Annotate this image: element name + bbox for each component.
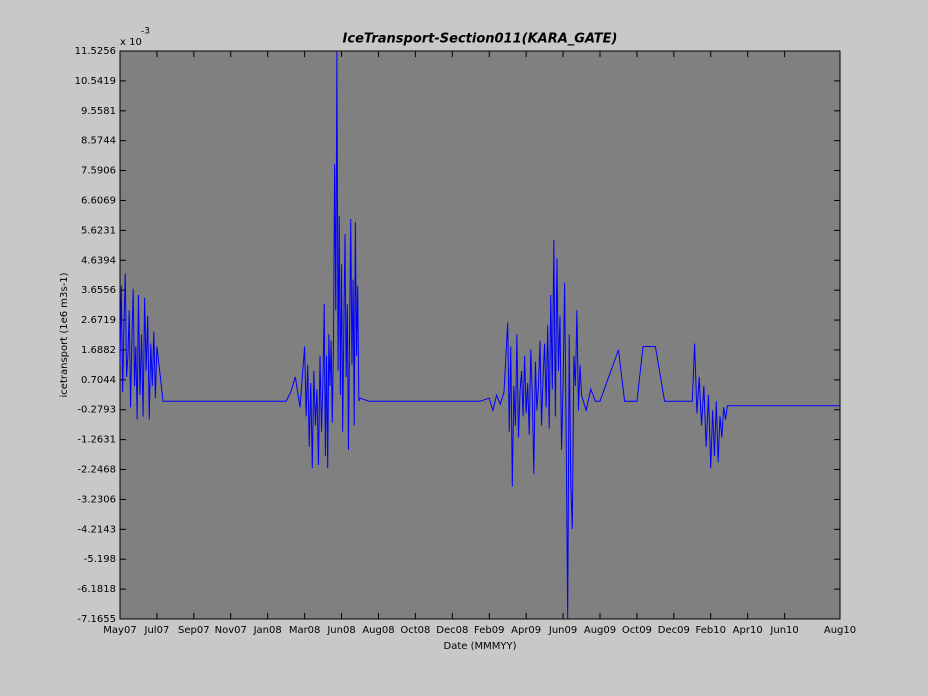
y-tick-label: 0.7044	[81, 375, 116, 386]
chart-title: IceTransport-Section011(KARA_GATE)	[343, 32, 618, 47]
y-tick-label: -7.1655	[77, 614, 116, 625]
x-tick-label: Nov07	[215, 625, 247, 636]
y-tick-label: 5.6231	[81, 225, 116, 236]
plot-area	[119, 50, 841, 620]
x-tick-label: Jun09	[548, 625, 577, 636]
data-line	[120, 51, 840, 619]
x-tick-label: Apr10	[733, 625, 763, 636]
x-tick-label: Aug10	[824, 625, 856, 636]
x-tick-label: Apr09	[511, 625, 541, 636]
x-tick-label: Feb10	[696, 625, 726, 636]
x-tick-label: Jun10	[769, 625, 798, 636]
x-tick-label: Feb09	[474, 625, 504, 636]
x-tick-label: Mar08	[289, 625, 321, 636]
x-tick-label: Jul07	[144, 625, 170, 636]
y-tick-label: -5.198	[84, 554, 116, 565]
x-tick-label: Dec08	[436, 625, 468, 636]
y-exponent: -3	[141, 27, 150, 37]
y-tick-label: 1.6882	[81, 345, 116, 356]
x-tick-label: Jan08	[253, 625, 282, 636]
y-tick-label: 4.6394	[81, 255, 116, 266]
y-tick-label: 7.5906	[81, 166, 116, 177]
y-tick-label: 3.6556	[81, 285, 116, 296]
x-tick-label: May07	[103, 625, 136, 636]
y-tick-label: -3.2306	[77, 494, 116, 505]
x-tick-label: Sep07	[178, 625, 210, 636]
y-tick-label: 6.6069	[81, 195, 116, 206]
y-multiplier: x 10	[120, 37, 142, 48]
y-axis-label: icetransport (1e6 m3s-1)	[59, 272, 70, 397]
y-tick-label: 8.5744	[81, 136, 116, 147]
y-tick-label: -0.2793	[77, 405, 116, 416]
x-tick-label: Dec09	[658, 625, 690, 636]
y-tick-label: 10.5419	[75, 76, 116, 87]
y-tick-label: -1.2631	[77, 435, 116, 446]
x-tick-label: Oct08	[400, 625, 430, 636]
y-tick-label: -6.1818	[77, 584, 116, 595]
y-tick-label: -2.2468	[77, 465, 116, 476]
x-tick-label: Aug09	[584, 625, 616, 636]
x-tick-label: Jun08	[326, 625, 355, 636]
y-tick-label: -4.2143	[77, 524, 116, 535]
x-axis-label: Date (MMMYY)	[444, 641, 517, 652]
x-tick-label: Oct09	[622, 625, 652, 636]
y-tick-label: 11.5256	[75, 46, 116, 57]
x-tick-label: Aug08	[362, 625, 394, 636]
y-tick-label: 9.5581	[81, 106, 116, 117]
y-tick-label: 2.6719	[81, 315, 116, 326]
